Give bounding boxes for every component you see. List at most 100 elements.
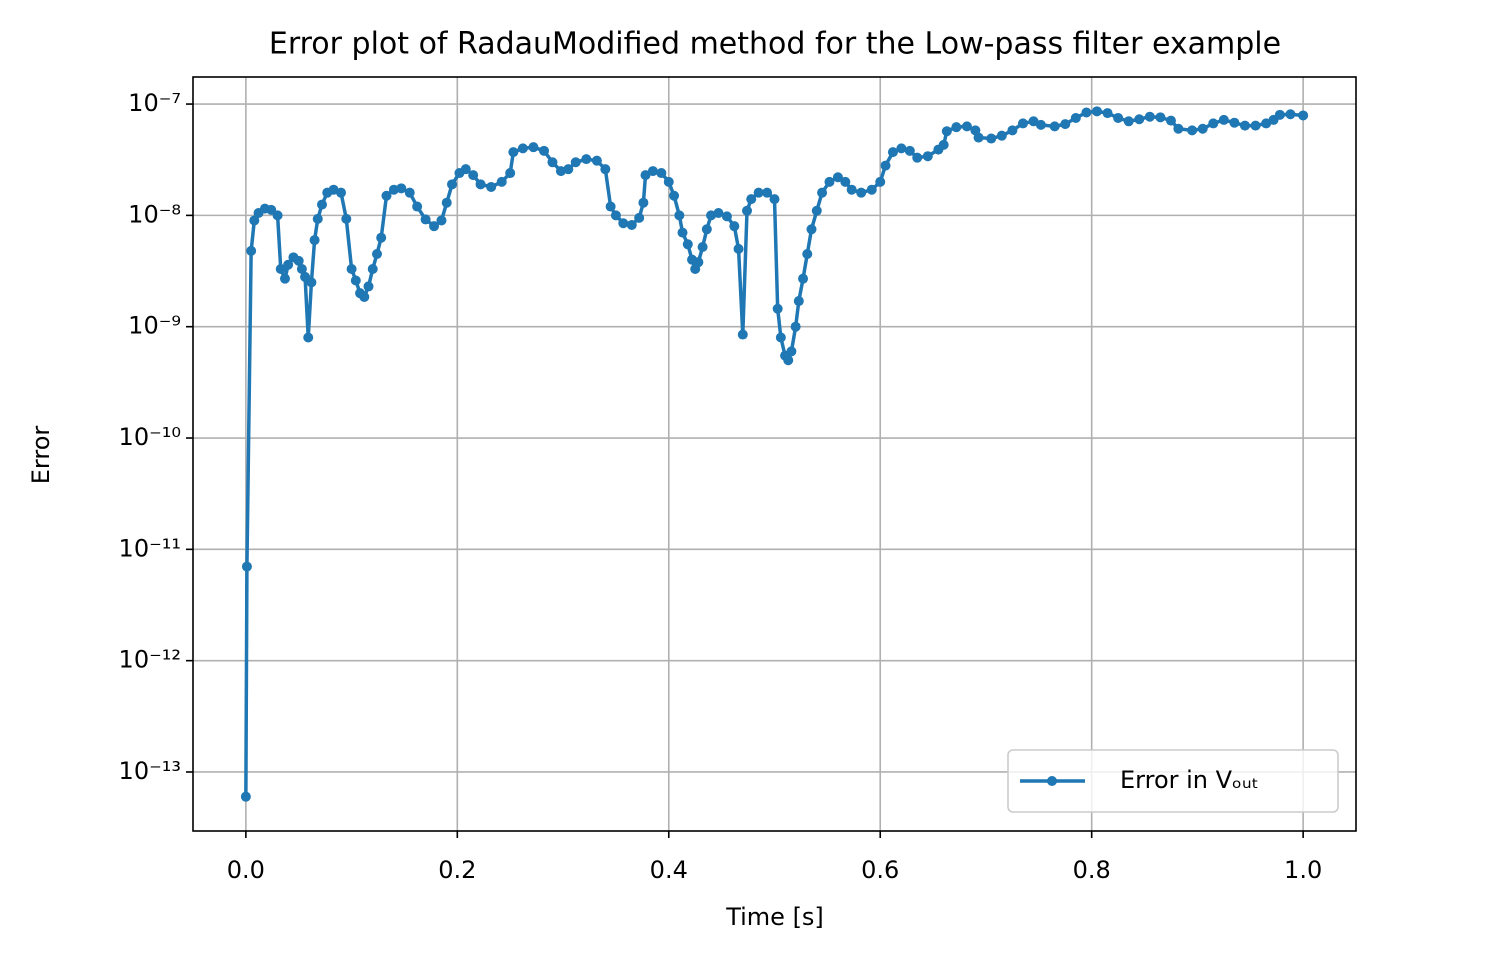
data-point — [1250, 120, 1261, 131]
data-point — [961, 121, 972, 132]
data-point — [275, 263, 286, 274]
data-point — [790, 321, 801, 332]
data-point — [802, 248, 813, 259]
data-point — [350, 275, 361, 286]
data-point — [618, 218, 629, 229]
data-point — [733, 243, 744, 254]
data-point — [674, 210, 685, 221]
data-point — [1218, 114, 1229, 125]
data-point — [371, 248, 382, 259]
data-point — [663, 176, 674, 187]
data-point — [303, 332, 314, 343]
data-point — [246, 245, 257, 256]
data-point — [1081, 107, 1092, 118]
data-point — [1091, 106, 1102, 117]
data-point — [539, 145, 550, 156]
data-point — [634, 212, 645, 223]
data-point — [381, 190, 392, 201]
data-point — [669, 190, 680, 201]
y-tick-label: 10⁻⁹ — [128, 312, 181, 340]
data-point — [1035, 119, 1046, 130]
x-tick-label: 1.0 — [1284, 856, 1322, 884]
chart-title: Error plot of RadauModified method for t… — [269, 27, 1281, 62]
data-point — [1144, 111, 1155, 122]
data-point — [388, 184, 399, 195]
data-point — [293, 255, 304, 266]
data-point — [746, 194, 757, 205]
data-point — [638, 197, 649, 208]
y-axis-label: Error — [27, 426, 55, 485]
data-point — [626, 219, 637, 230]
data-point — [806, 224, 817, 235]
data-point — [753, 187, 764, 198]
data-point — [1229, 117, 1240, 128]
data-point — [241, 561, 252, 572]
data-point — [436, 215, 447, 226]
data-point — [729, 221, 740, 232]
data-point — [279, 273, 290, 284]
legend-label: Error in Vₒᵤₜ — [1120, 766, 1259, 794]
data-point — [786, 346, 797, 357]
data-point — [769, 194, 780, 205]
data-point — [475, 179, 486, 190]
plot-frame — [192, 76, 1357, 832]
data-point — [547, 157, 558, 168]
data-point — [824, 176, 835, 187]
data-point — [528, 142, 539, 153]
data-point — [1239, 120, 1250, 131]
data-point — [697, 241, 708, 252]
data-point — [682, 239, 693, 250]
data-point — [817, 187, 828, 198]
data-point — [396, 183, 407, 194]
data-point — [441, 197, 452, 208]
data-point — [798, 273, 809, 284]
data-point — [677, 227, 688, 238]
data-point — [1285, 109, 1296, 120]
data-point — [581, 154, 592, 165]
data-point — [1070, 112, 1081, 123]
data-point — [701, 224, 712, 235]
y-tick-label: 10⁻¹⁰ — [119, 423, 181, 451]
legend: Error in Vₒᵤₜ — [1007, 749, 1339, 813]
legend-box — [1007, 749, 1339, 813]
data-point — [856, 187, 867, 198]
data-point — [496, 176, 507, 187]
data-point — [249, 215, 260, 226]
data-point — [1208, 118, 1219, 129]
data-point — [429, 221, 440, 232]
x-tick-label: 0.2 — [438, 856, 476, 884]
data-point — [640, 170, 651, 181]
data-point — [508, 147, 519, 158]
data-point — [1155, 112, 1166, 123]
data-point — [973, 132, 984, 143]
data-point — [1017, 118, 1028, 129]
data-point — [610, 210, 621, 221]
data-point — [1007, 125, 1018, 136]
data-point — [367, 263, 378, 274]
data-point — [346, 263, 357, 274]
data-point — [1173, 123, 1184, 134]
data-point — [1197, 123, 1208, 134]
data-point — [1123, 116, 1134, 127]
data-point — [866, 184, 877, 195]
data-point — [713, 208, 724, 219]
data-point — [1165, 115, 1176, 126]
data-line — [244, 109, 1304, 797]
data-point — [811, 205, 822, 216]
data-point — [240, 791, 251, 802]
data-point — [783, 355, 794, 366]
data-point — [306, 277, 317, 288]
data-point — [656, 168, 667, 179]
data-point — [887, 147, 898, 158]
data-point — [1298, 110, 1309, 121]
data-point — [1134, 114, 1145, 125]
data-point — [1028, 116, 1039, 127]
data-point — [420, 214, 431, 225]
y-tick-label: 10⁻¹¹ — [119, 534, 181, 562]
data-point — [1060, 119, 1071, 130]
x-axis-label: Time [s] — [725, 903, 824, 931]
data-point — [505, 168, 516, 179]
data-point — [896, 143, 907, 154]
data-point — [986, 133, 997, 144]
